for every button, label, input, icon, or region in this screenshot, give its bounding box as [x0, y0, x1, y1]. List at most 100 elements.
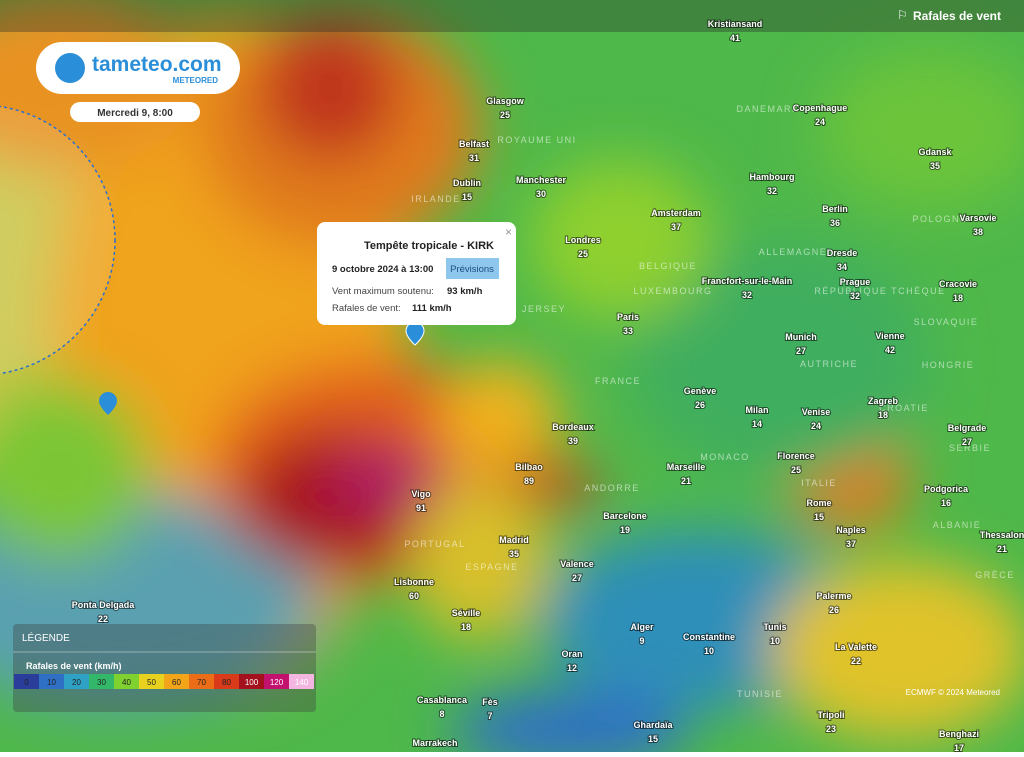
city-name: Amsterdam	[651, 208, 701, 218]
legend-label: 70	[197, 678, 206, 687]
city-name: Kristiansand	[708, 19, 763, 29]
city-name: La Valette	[835, 642, 877, 652]
country-label: SERBIE	[949, 443, 991, 453]
date: Mercredi 9, 8:00	[97, 108, 173, 119]
country-label: AUTRICHE	[800, 359, 858, 369]
country-label: ANDORRE	[584, 483, 640, 493]
city-name: Tunis	[763, 622, 786, 632]
city-value: 15	[462, 192, 472, 202]
city-value: 18	[953, 293, 963, 303]
country-label: ALBANIE	[933, 520, 982, 530]
city-name: Constantine	[683, 632, 735, 642]
popup	[317, 222, 516, 325]
city-name: Ghardaïa	[633, 720, 673, 730]
city-value: 14	[752, 419, 762, 429]
popup-label: Rafales de vent:	[332, 303, 401, 314]
country-label: FRANCE	[595, 376, 641, 386]
country-label: MONACO	[700, 452, 750, 462]
labels: ROYAUME UNI IRLANDE DANEMARK POLOGNE ALLEMAG…	[71, 18, 1024, 754]
city-value: 32	[850, 291, 860, 301]
top-bar	[0, 0, 1024, 32]
city-value: 31	[469, 153, 479, 163]
logo-text[interactable]: tameteo.com	[92, 53, 222, 76]
city-value: 21	[681, 476, 691, 486]
popup-badge-text: Prévisions	[450, 264, 494, 275]
city-name: Munich	[785, 332, 817, 342]
city-name: Fès	[482, 697, 498, 707]
legend-label: 10	[47, 678, 56, 687]
city-name: Thessalon	[980, 530, 1024, 540]
city-name: Florence	[777, 451, 815, 461]
legend-title[interactable]: LÉGENDE	[22, 631, 70, 644]
city-name: Londres	[565, 235, 601, 245]
city-name: Lisbonne	[394, 577, 434, 587]
legend-box	[13, 624, 316, 712]
city-value: 37	[671, 222, 681, 232]
popup-value: 111 km/h	[412, 303, 452, 314]
city-value: 60	[409, 591, 419, 601]
logo-pill[interactable]	[36, 42, 240, 94]
country-label: ESPAGNE	[465, 562, 518, 572]
city-name: Genève	[684, 386, 717, 396]
city-name: Podgorica	[924, 484, 969, 494]
popup-date: 9 octobre 2024 à 13:00	[332, 264, 433, 275]
city-name: Bordeaux	[552, 422, 594, 432]
country-label: SLOVAQUIE	[914, 317, 979, 327]
city-name: Tripoli	[818, 710, 845, 720]
legend-label: 120	[270, 678, 284, 687]
city-name: Zagreb	[868, 396, 899, 406]
city-value: 27	[796, 346, 806, 356]
storm-marker[interactable]	[99, 392, 117, 415]
country-label: IRLANDE	[411, 194, 461, 204]
city-value: 16	[941, 498, 951, 508]
storm-marker[interactable]	[405, 321, 425, 346]
city-value: 22	[851, 656, 861, 666]
city-name: Barcelone	[603, 511, 647, 521]
city-name: Casablanca	[417, 695, 468, 705]
legend-label: 140	[295, 678, 309, 687]
popup-badge	[446, 258, 499, 279]
legend-swatch	[189, 674, 214, 689]
layer-icon[interactable]: ⚐	[897, 8, 908, 22]
legend-swatch	[264, 674, 289, 689]
city-name: Palerme	[816, 591, 851, 601]
country-label: JERSEY	[522, 304, 566, 314]
popup-title: Tempête tropicale - KIRK	[364, 240, 494, 252]
city-name: Francfort-sur-le-Main	[702, 276, 793, 286]
city-value: 25	[791, 465, 801, 475]
city-name: Hambourg	[750, 172, 795, 182]
date-pill	[70, 102, 200, 122]
country-label: PORTUGAL	[404, 539, 465, 549]
city-name: Gdansk	[918, 147, 952, 157]
city-value: 12	[567, 663, 577, 673]
legend-label: 100	[245, 678, 259, 687]
cone-area	[0, 105, 116, 375]
city-value: 15	[648, 734, 658, 744]
legend-swatch	[239, 674, 264, 689]
country-label: ROYAUME UNI	[497, 135, 576, 145]
legend-swatch	[164, 674, 189, 689]
logo-icon	[55, 53, 85, 83]
legend-label: 0	[24, 678, 29, 687]
country-label: ALLEMAGNE	[759, 247, 828, 257]
city-value: 18	[461, 622, 471, 632]
city-value: 22	[98, 614, 108, 624]
legend-label: 30	[97, 678, 106, 687]
city-name: Alger	[630, 622, 654, 632]
city-value: 9	[639, 636, 644, 646]
city-value: 25	[500, 110, 510, 120]
city-name: Vienne	[875, 331, 904, 341]
popup-close[interactable]: ×	[505, 225, 512, 239]
city-value: 39	[568, 436, 578, 446]
city-name: Valence	[560, 559, 594, 569]
layer-name[interactable]: Rafales de vent	[913, 9, 1001, 23]
city-name: Dublin	[453, 178, 481, 188]
city-value: 7	[487, 711, 492, 721]
city-value: 25	[578, 249, 588, 259]
city-value: 38	[973, 227, 983, 237]
city-name: Bilbao	[515, 462, 543, 472]
country-label: ITALIE	[801, 478, 837, 488]
popup-label: Vent maximum soutenu:	[332, 286, 434, 297]
